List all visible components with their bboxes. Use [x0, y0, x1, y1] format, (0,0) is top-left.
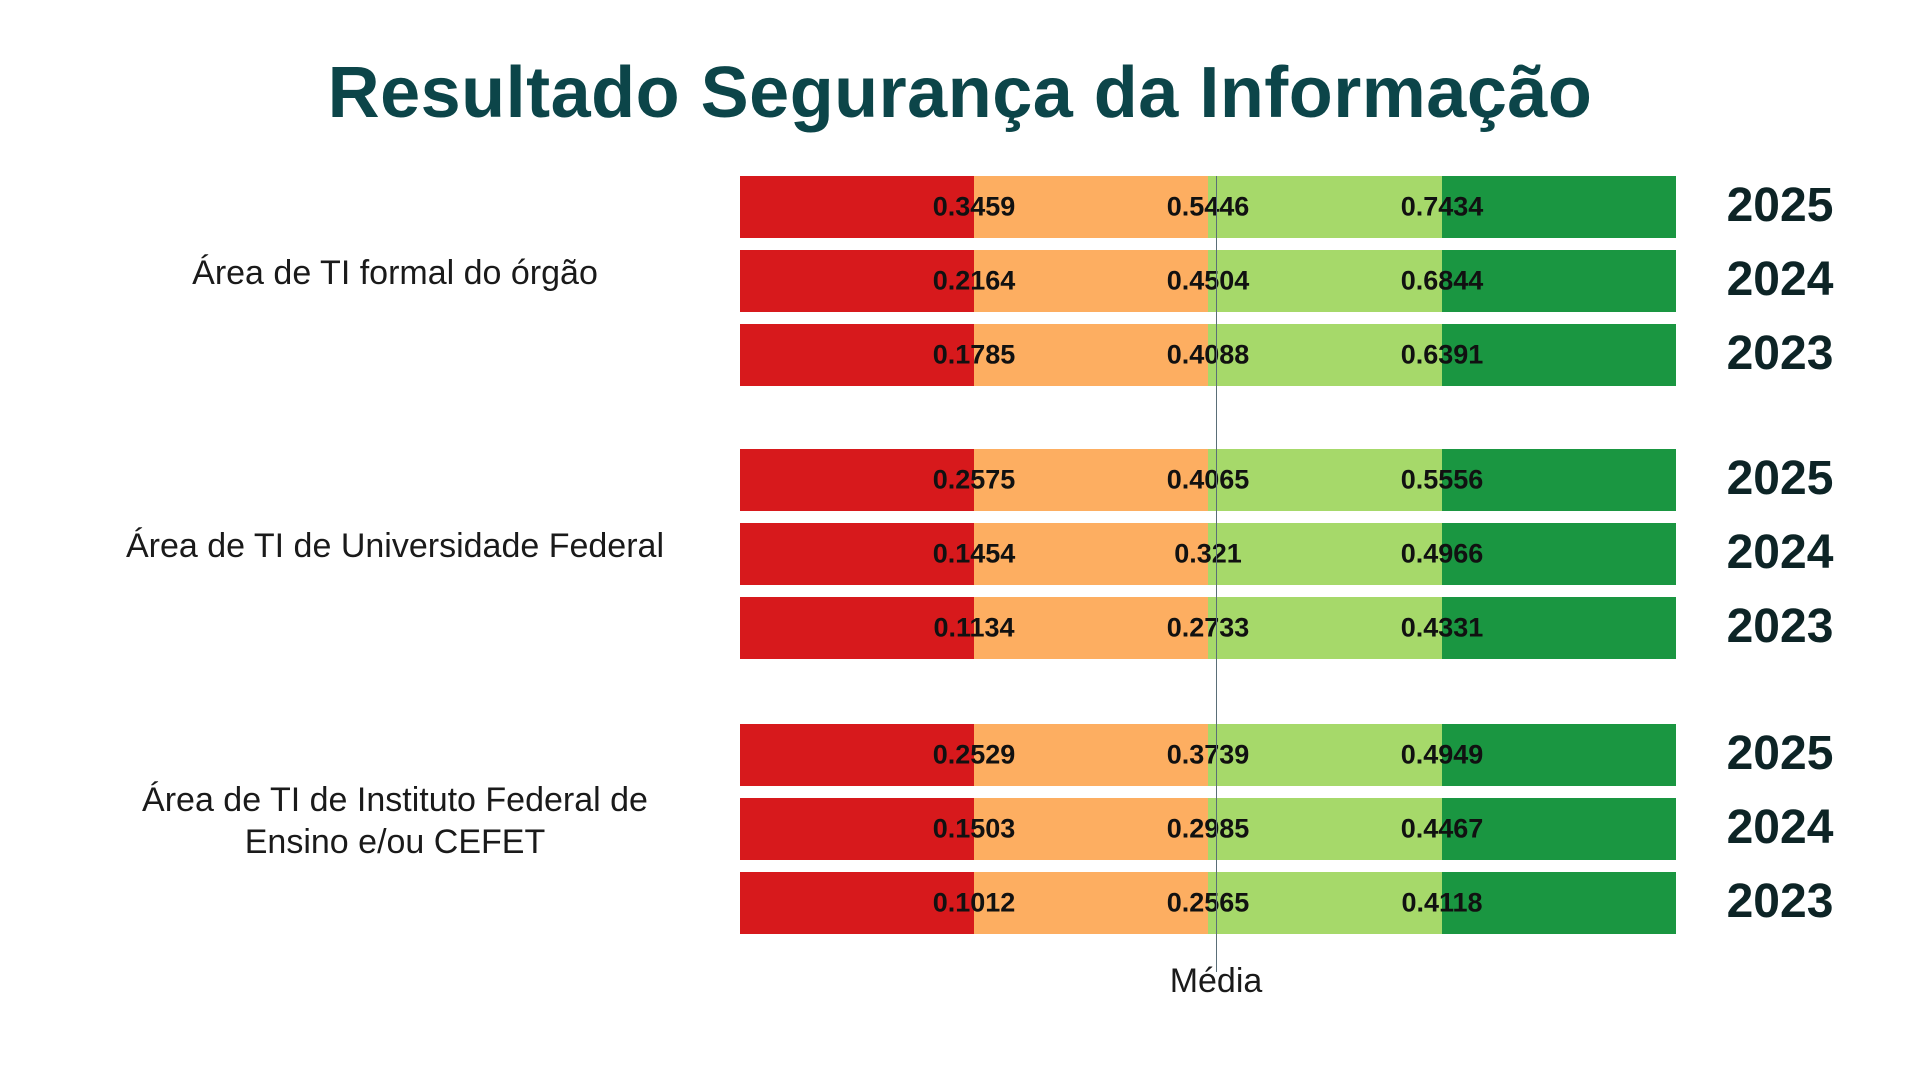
data-label: 0.5556 — [1400, 464, 1484, 495]
bar-segment — [974, 523, 1208, 585]
bar-segment — [1208, 523, 1442, 585]
group-label: Área de TI de Instituto Federal de Ensin… — [142, 781, 648, 861]
bar-segment — [1208, 597, 1442, 659]
media-reference-line — [1216, 176, 1217, 972]
bar-segment — [974, 250, 1208, 312]
data-label: 0.6844 — [1400, 265, 1484, 296]
data-label: 0.1012 — [932, 887, 1016, 918]
year-label: 2023 — [1726, 875, 1834, 928]
bar-row: 0.3459 0.5446 0.7434 — [740, 176, 1676, 238]
bar-row: 0.1785 0.4088 0.6391 — [740, 324, 1676, 386]
bar-segment — [740, 523, 974, 585]
bar-segment — [1208, 449, 1442, 511]
group-label: Área de TI de Universidade Federal — [125, 527, 664, 565]
bar-row: 0.2164 0.4504 0.6844 — [740, 250, 1676, 312]
bar-segment — [740, 597, 974, 659]
data-label: 0.2529 — [932, 739, 1016, 770]
bar-segment — [1208, 724, 1442, 786]
bar-row: 0.1454 0.321 0.4966 — [740, 523, 1676, 585]
data-label: 0.5446 — [1166, 191, 1250, 222]
bar-segment — [1208, 324, 1442, 386]
bar-segment — [974, 798, 1208, 860]
data-label: 0.4504 — [1166, 265, 1250, 296]
bar-row: 0.1134 0.2733 0.4331 — [740, 597, 1676, 659]
bar-segment — [974, 872, 1208, 934]
year-label: 2023 — [1726, 327, 1834, 380]
data-label: 0.2575 — [932, 464, 1016, 495]
bar-row: 0.1012 0.2565 0.4118 — [740, 872, 1676, 934]
bar-segment — [1442, 798, 1676, 860]
data-label: 0.4467 — [1400, 813, 1484, 844]
data-label: 0.3459 — [932, 191, 1016, 222]
data-label: 0.2164 — [932, 265, 1016, 296]
data-label: 0.4088 — [1166, 339, 1250, 370]
data-label: 0.4331 — [1400, 612, 1484, 643]
bar-segment — [1442, 250, 1676, 312]
data-label: 0.4949 — [1400, 739, 1484, 770]
data-label: 0.6391 — [1400, 339, 1484, 370]
data-label: 0.1134 — [933, 612, 1015, 643]
bar-segment — [1442, 872, 1676, 934]
bar-row: 0.2529 0.3739 0.4949 — [740, 724, 1676, 786]
year-label: 2023 — [1726, 600, 1834, 653]
group-label: Área de TI formal do órgão — [192, 254, 598, 292]
data-label: 0.4065 — [1166, 464, 1250, 495]
bar-segment — [740, 798, 974, 860]
year-label: 2024 — [1726, 253, 1834, 306]
data-label: 0.4118 — [1401, 887, 1483, 918]
data-label: 0.1454 — [932, 538, 1016, 569]
data-label: 0.2565 — [1166, 887, 1250, 918]
bar-segment — [1208, 798, 1442, 860]
bar-segment — [1208, 872, 1442, 934]
data-label: 0.1503 — [932, 813, 1016, 844]
bar-segment — [1208, 250, 1442, 312]
year-label: 2025 — [1726, 452, 1834, 505]
media-label: Média — [1169, 962, 1263, 1000]
bar-segment — [740, 872, 974, 934]
bar-segment — [1442, 523, 1676, 585]
data-label: 0.1785 — [932, 339, 1016, 370]
bar-segment — [1442, 449, 1676, 511]
data-label: 0.3739 — [1166, 739, 1250, 770]
bar-segment — [1208, 176, 1442, 238]
bar-segment — [974, 176, 1208, 238]
bar-segment — [740, 724, 974, 786]
bar-segment — [1442, 324, 1676, 386]
data-label: 0.321 — [1174, 538, 1242, 569]
chart-title: Resultado Segurança da Informação — [327, 53, 1593, 133]
bar-segment — [740, 449, 974, 511]
data-label: 0.2985 — [1166, 813, 1250, 844]
bar-row: 0.1503 0.2985 0.4467 — [740, 798, 1676, 860]
bar-segment — [1442, 597, 1676, 659]
bar-segment — [740, 324, 974, 386]
bar-segment — [974, 324, 1208, 386]
year-label: 2024 — [1726, 801, 1834, 854]
year-label: 2025 — [1726, 179, 1834, 232]
year-label: 2024 — [1726, 526, 1834, 579]
bar-segment — [740, 176, 974, 238]
bar-segment — [1442, 176, 1676, 238]
bar-row: 0.2575 0.4065 0.5556 — [740, 449, 1676, 511]
data-label: 0.4966 — [1400, 538, 1484, 569]
bar-segment — [974, 449, 1208, 511]
data-label: 0.2733 — [1166, 612, 1250, 643]
bar-segment — [974, 597, 1208, 659]
bar-segment — [974, 724, 1208, 786]
year-label: 2025 — [1726, 727, 1834, 780]
bar-segment — [740, 250, 974, 312]
bar-segment — [1442, 724, 1676, 786]
data-label: 0.7434 — [1400, 191, 1484, 222]
